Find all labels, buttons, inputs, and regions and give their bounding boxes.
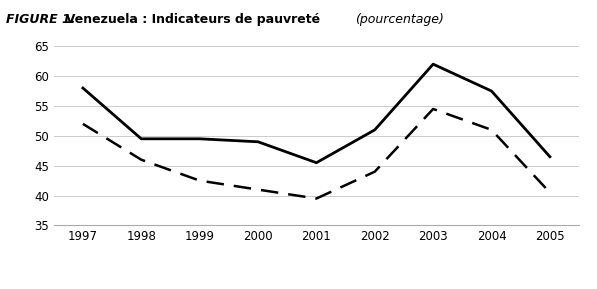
Text: FIGURE 1.: FIGURE 1. (6, 13, 75, 26)
Text: Venezuela : Indicateurs de pauvreté: Venezuela : Indicateurs de pauvreté (57, 13, 324, 26)
Text: (pourcentage): (pourcentage) (355, 13, 444, 26)
